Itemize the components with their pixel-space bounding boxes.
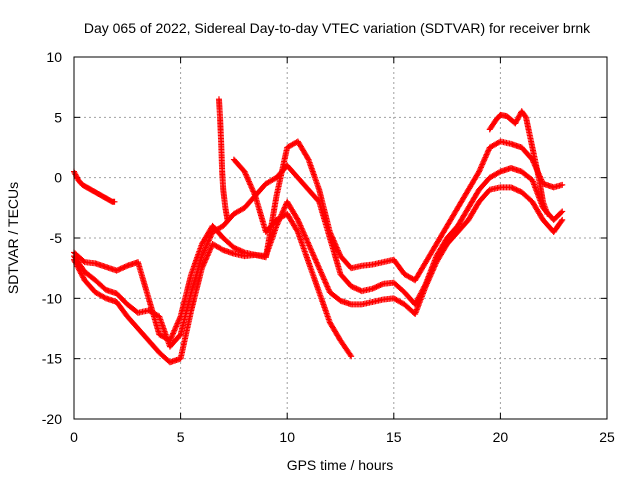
series-trace-spike — [215, 96, 231, 223]
data-point — [118, 265, 125, 272]
data-point — [176, 332, 183, 339]
data-point — [116, 266, 123, 273]
data-point — [508, 184, 515, 191]
data-point — [512, 186, 519, 193]
series-trace-d — [230, 156, 355, 360]
data-point — [516, 187, 523, 194]
data-point — [352, 285, 359, 292]
grid — [74, 57, 607, 419]
data-point — [544, 210, 551, 217]
data-point — [378, 281, 385, 288]
data-point — [509, 184, 516, 191]
data-point — [376, 282, 383, 289]
data-point — [559, 181, 566, 188]
data-point — [510, 185, 517, 192]
plot-frame — [73, 56, 608, 420]
data-point — [348, 283, 355, 290]
data-point — [353, 285, 360, 292]
data-point — [373, 283, 380, 290]
data-point — [348, 353, 355, 360]
data-point — [294, 227, 301, 234]
y-tick-label: -10 — [42, 290, 62, 306]
data-point — [496, 169, 503, 176]
data-point — [80, 258, 87, 265]
y-axis-label: SDTVAR / TECUs — [5, 182, 21, 294]
data-point — [224, 216, 231, 223]
data-point — [117, 265, 124, 272]
data-point — [120, 264, 127, 271]
data-series — [71, 96, 566, 366]
y-tick-label: 0 — [54, 170, 62, 186]
data-point — [374, 283, 381, 290]
series-trace-early-top — [71, 168, 118, 205]
y-tick-label: 5 — [54, 109, 62, 125]
data-point — [111, 198, 118, 205]
data-point — [513, 186, 520, 193]
data-point — [522, 113, 529, 120]
x-tick-label: 0 — [70, 429, 78, 445]
y-tick-labels: -20 -15 -10 -5 0 5 10 — [42, 49, 62, 427]
data-point — [377, 282, 384, 289]
data-point — [559, 216, 566, 223]
y-tick-label: -15 — [42, 351, 62, 367]
data-point — [356, 286, 363, 293]
chart-title: Day 065 of 2022, Sidereal Day-to-day VTE… — [84, 20, 591, 36]
y-tick-label: -5 — [50, 230, 63, 246]
data-point — [233, 245, 240, 252]
data-point — [347, 351, 354, 358]
data-point — [372, 284, 379, 291]
x-tick-label: 5 — [177, 429, 185, 445]
data-point — [475, 169, 482, 176]
data-point — [349, 283, 356, 290]
data-point — [369, 285, 376, 292]
data-point — [294, 215, 301, 222]
data-point — [559, 208, 566, 215]
x-tick-labels: 0 5 10 15 20 25 — [70, 429, 615, 445]
data-point — [230, 244, 237, 251]
data-point — [122, 263, 129, 270]
data-point — [234, 246, 241, 253]
data-point — [114, 266, 121, 273]
y-tick-label: -20 — [42, 411, 62, 427]
data-point — [218, 246, 225, 253]
data-point — [101, 294, 108, 301]
x-tick-label: 15 — [386, 429, 402, 445]
data-point — [350, 284, 357, 291]
series-trace-c — [71, 184, 566, 366]
x-axis-label: GPS time / hours — [287, 457, 394, 473]
data-point — [370, 285, 377, 292]
data-point — [354, 286, 361, 293]
data-point — [558, 218, 565, 225]
data-point — [113, 267, 120, 274]
x-tick-label: 20 — [493, 429, 509, 445]
data-point — [236, 247, 243, 254]
data-point — [304, 155, 311, 162]
y-tick-label: 10 — [46, 49, 62, 65]
data-point — [232, 245, 239, 252]
x-tick-label: 25 — [599, 429, 615, 445]
data-point — [558, 209, 565, 216]
series-trace-upper-right — [486, 108, 551, 217]
data-point — [514, 187, 521, 194]
data-point — [121, 263, 128, 270]
x-tick-label: 10 — [279, 429, 295, 445]
